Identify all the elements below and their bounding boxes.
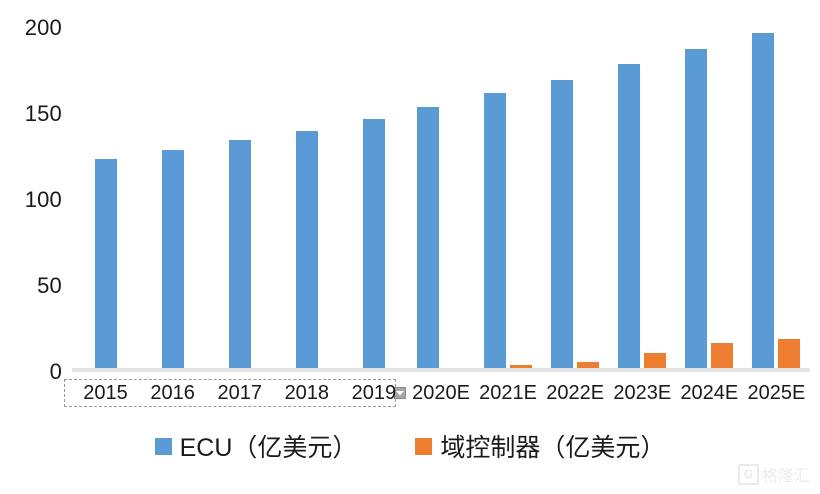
bar-ecu[interactable] (551, 79, 574, 372)
x-axis-tick-label[interactable]: 2024E (680, 382, 739, 404)
x-axis-tick-label[interactable]: 2017 (217, 382, 262, 404)
bar-group (609, 28, 676, 372)
y-axis-tick-label: 50 (37, 273, 62, 298)
bar-domain-controller[interactable] (577, 361, 600, 372)
legend-label-domain-controller: 域控制器（亿美元） (440, 434, 666, 462)
x-axis-tick-label[interactable]: 2016 (150, 382, 195, 404)
y-axis: 0 50 100 150 200 (0, 0, 68, 394)
x-axis-tick-label[interactable]: 2015 (83, 382, 128, 404)
bar-ecu[interactable] (484, 93, 507, 372)
bar-ecu[interactable] (362, 119, 385, 372)
legend-item-domain-controller[interactable]: 域控制器（亿美元） (415, 428, 665, 464)
x-axis-tick-label[interactable]: 2021E (479, 382, 537, 404)
x-axis-tick-label[interactable]: 2020E (412, 382, 470, 404)
x-axis: 2015 2016 2017 2018 2019 2020E 2021E 2022E 2023E… (64, 379, 810, 409)
axis-baseline (72, 368, 810, 372)
plot-area (72, 28, 810, 372)
chart-legend: ECU（亿美元） 域控制器（亿美元） (0, 428, 820, 464)
chevron-down-icon[interactable] (394, 387, 406, 399)
legend-label-ecu: ECU（亿美元） (179, 434, 358, 462)
watermark-logo-icon: G (737, 463, 759, 485)
y-axis-tick-label: 100 (24, 187, 62, 212)
legend-swatch-icon-ecu (154, 437, 172, 455)
bar-ecu[interactable] (416, 107, 439, 372)
bar-group (542, 28, 609, 372)
bar-group (72, 28, 139, 372)
y-axis-tick-label: 0 (49, 359, 62, 384)
bar-group (407, 28, 474, 372)
x-axis-tick-label[interactable]: 2018 (284, 382, 330, 404)
bar-domain-controller[interactable] (711, 342, 734, 372)
bar-domain-controller[interactable] (644, 353, 667, 372)
y-axis-tick-label: 200 (24, 15, 62, 40)
y-axis-tick-label: 150 (24, 101, 62, 126)
bar-group (139, 28, 206, 372)
legend-item-ecu[interactable]: ECU（亿美元） (154, 428, 358, 464)
bar-group (743, 28, 810, 372)
bar-group (340, 28, 407, 372)
bar-ecu[interactable] (752, 33, 775, 372)
bar-ecu[interactable] (228, 139, 251, 372)
bar-group (273, 28, 340, 372)
x-axis-tick-label[interactable]: 2019 (351, 382, 397, 404)
bar-ecu[interactable] (618, 64, 641, 372)
bar-group (206, 28, 273, 372)
bar-ecu[interactable] (94, 158, 117, 372)
x-axis-tick-label[interactable]: 2023E (613, 382, 672, 404)
watermark-text: 格隆汇 (761, 468, 810, 485)
bar-ecu[interactable] (295, 131, 318, 372)
bar-group (475, 28, 542, 372)
x-axis-tick-label[interactable]: 2025E (747, 382, 806, 404)
bar-domain-controller[interactable] (778, 339, 801, 372)
x-axis-tick-label[interactable]: 2022E (546, 382, 605, 404)
bar-ecu[interactable] (161, 150, 184, 372)
bar-group (676, 28, 743, 372)
bar-ecu[interactable] (685, 48, 708, 372)
watermark: G 格隆汇 (737, 462, 810, 486)
legend-swatch-icon-domain-controller (415, 437, 433, 455)
